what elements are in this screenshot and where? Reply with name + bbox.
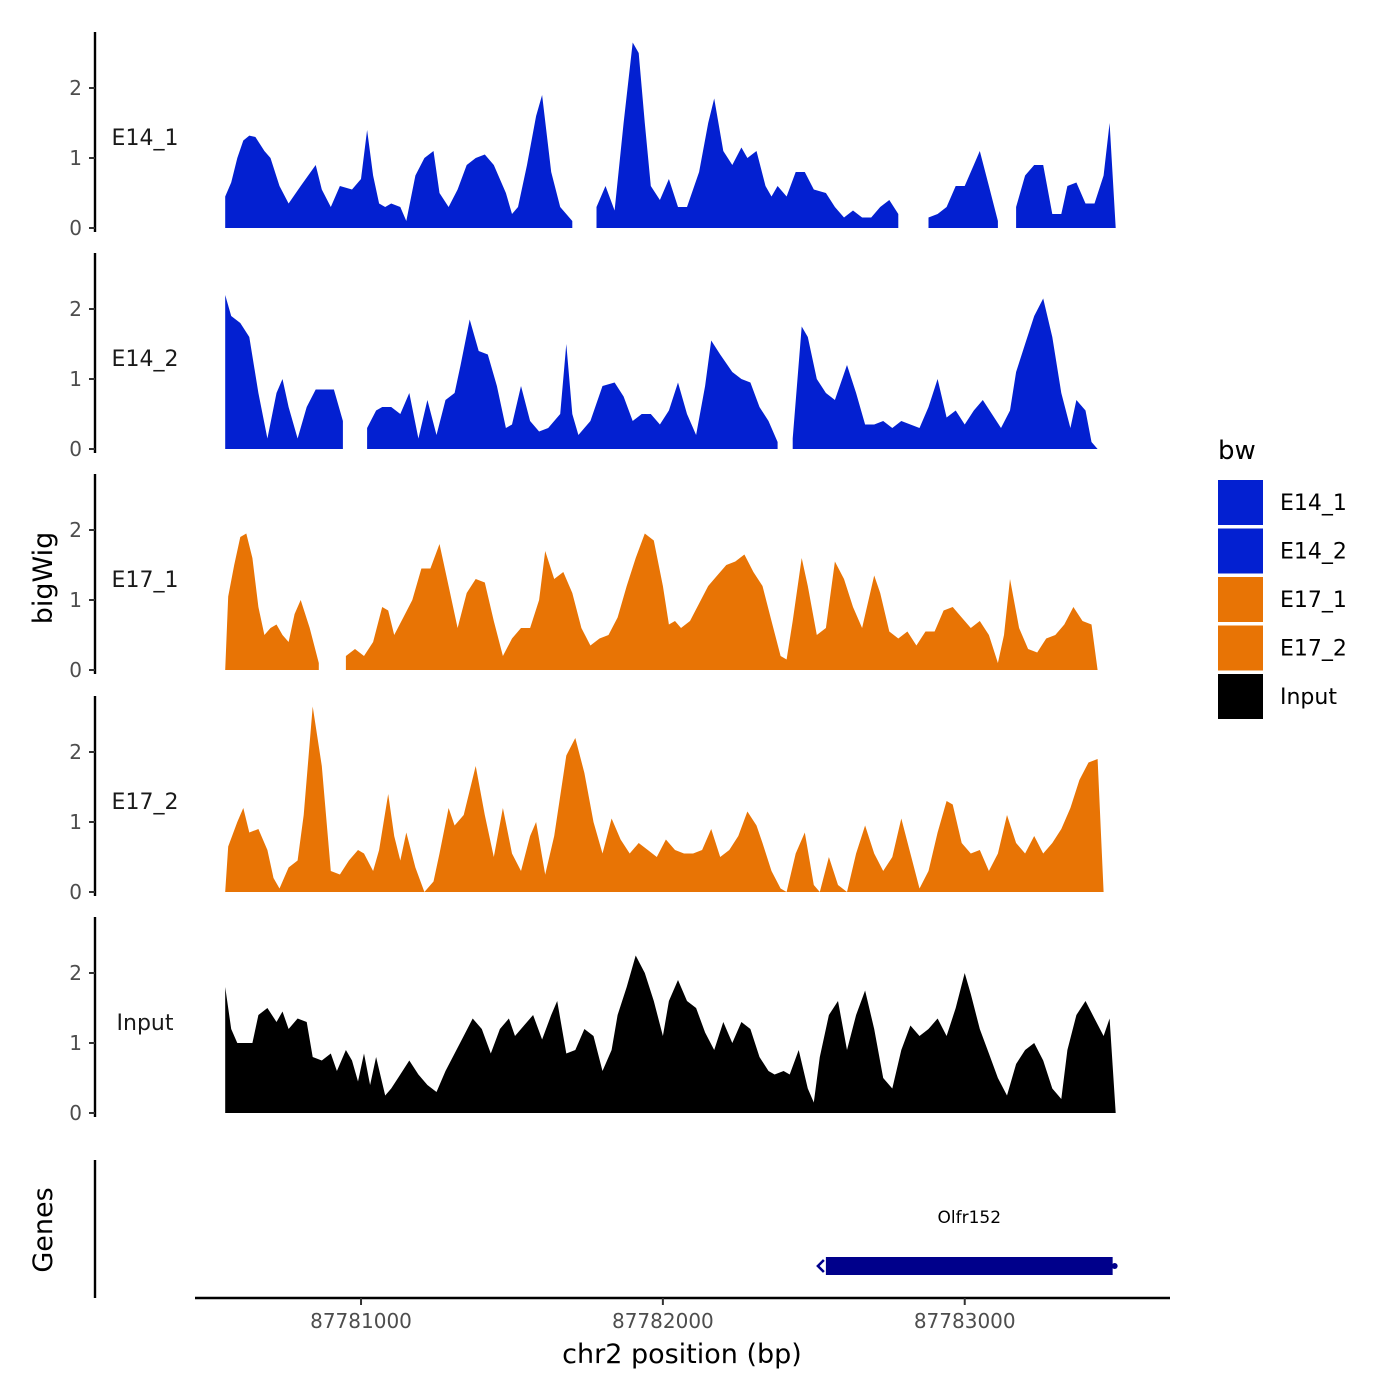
y-tick-label: 2 bbox=[69, 961, 82, 985]
y-tick-label: 0 bbox=[69, 437, 82, 461]
gene-track: Olfr152 bbox=[93, 1160, 1118, 1298]
y-tick-label: 0 bbox=[69, 658, 82, 682]
legend-title: bw bbox=[1218, 436, 1256, 466]
coverage-area-e14-2 bbox=[367, 319, 778, 449]
track-label: Input bbox=[117, 1011, 174, 1036]
y-tick-label: 2 bbox=[69, 76, 82, 100]
y-tick-label: 1 bbox=[69, 1031, 82, 1055]
legend-entries: E14_1 E14_2 E17_1 E17_2 Input bbox=[1218, 480, 1347, 719]
legend-swatch bbox=[1218, 674, 1263, 719]
y-tick-label: 0 bbox=[69, 880, 82, 904]
coverage-area-e17-1 bbox=[225, 533, 319, 670]
track-label: E17_1 bbox=[112, 568, 179, 593]
gene-olfr152: Olfr152 bbox=[816, 1208, 1118, 1275]
y-tick-label: 2 bbox=[69, 518, 82, 542]
coverage-area-e17-2 bbox=[225, 706, 1104, 892]
coverage-area-e14-1 bbox=[596, 42, 899, 228]
x-axis: 87781000 87782000 87783000 bbox=[195, 1296, 1170, 1333]
y-tick-label: 2 bbox=[69, 297, 82, 321]
track-label: E14_2 bbox=[112, 347, 179, 372]
legend-swatch bbox=[1218, 528, 1263, 574]
coverage-area-e14-1 bbox=[1016, 123, 1116, 228]
legend-label: Input bbox=[1280, 685, 1337, 710]
x-tick-label: 87782000 bbox=[612, 1309, 714, 1333]
coverage-area-e14-2 bbox=[225, 295, 343, 449]
gene-end-marker bbox=[1111, 1263, 1118, 1269]
legend-label: E17_1 bbox=[1280, 588, 1347, 613]
x-tick-label: 87783000 bbox=[914, 1309, 1016, 1333]
y-tick-label: 0 bbox=[69, 1101, 82, 1125]
gene-strand-arrow bbox=[816, 1259, 825, 1273]
legend-entry-e17-2: E17_2 bbox=[1218, 625, 1347, 671]
coverage-area-e14-2 bbox=[792, 298, 1098, 449]
genes-axis-title: Genes bbox=[28, 1187, 59, 1272]
y-tick-label: 0 bbox=[69, 216, 82, 240]
y-tick-label: 1 bbox=[69, 588, 82, 612]
coverage-area-input bbox=[225, 955, 1116, 1113]
track-label: E17_2 bbox=[112, 790, 179, 815]
legend-swatch bbox=[1218, 577, 1263, 622]
coverage-area-e14-1 bbox=[928, 151, 998, 228]
coverage-area-e17-1 bbox=[345, 533, 1098, 670]
y-tick-label: 1 bbox=[69, 367, 82, 391]
legend-entry-e14-2: E14_2 bbox=[1218, 528, 1347, 574]
legend-entry-e17-1: E17_1 bbox=[1218, 577, 1347, 622]
legend: bw E14_1 E14_2 E17_1 E17_2 Input bbox=[1218, 436, 1347, 719]
x-axis-title: chr2 position (bp) bbox=[562, 1339, 802, 1370]
coverage-area-e14-1 bbox=[225, 95, 573, 228]
y-tick-label: 2 bbox=[69, 740, 82, 764]
track-label: E14_1 bbox=[112, 126, 179, 151]
legend-entry-input: Input bbox=[1218, 674, 1337, 719]
track-e14-2: 0 1 2 E14_2 bbox=[69, 253, 1098, 461]
legend-label: E17_2 bbox=[1280, 637, 1347, 662]
track-input: 0 1 2 Input bbox=[69, 917, 1116, 1125]
track-e14-1: 0 1 2 E14_1 bbox=[69, 32, 1116, 240]
legend-swatch bbox=[1218, 625, 1263, 671]
legend-label: E14_1 bbox=[1280, 491, 1347, 516]
y-tick-label: 1 bbox=[69, 810, 82, 834]
gene-label: Olfr152 bbox=[937, 1208, 1001, 1228]
track-e17-1: 0 1 2 E17_1 bbox=[69, 474, 1098, 682]
y-tick-label: 1 bbox=[69, 146, 82, 170]
legend-swatch bbox=[1218, 480, 1263, 525]
y-axis-title: bigWig bbox=[28, 532, 59, 625]
coverage-tracks: 0 1 2 E14_1 0 1 2 E14_2 0 1 2 E17_1 0 1 2 E17_2 0 1 2 Input bbox=[69, 32, 1116, 1125]
x-tick-label: 87781000 bbox=[310, 1309, 412, 1333]
gene-body bbox=[825, 1257, 1113, 1275]
legend-entry-e14-1: E14_1 bbox=[1218, 480, 1347, 525]
legend-label: E14_2 bbox=[1280, 540, 1347, 565]
track-e17-2: 0 1 2 E17_2 bbox=[69, 696, 1104, 904]
